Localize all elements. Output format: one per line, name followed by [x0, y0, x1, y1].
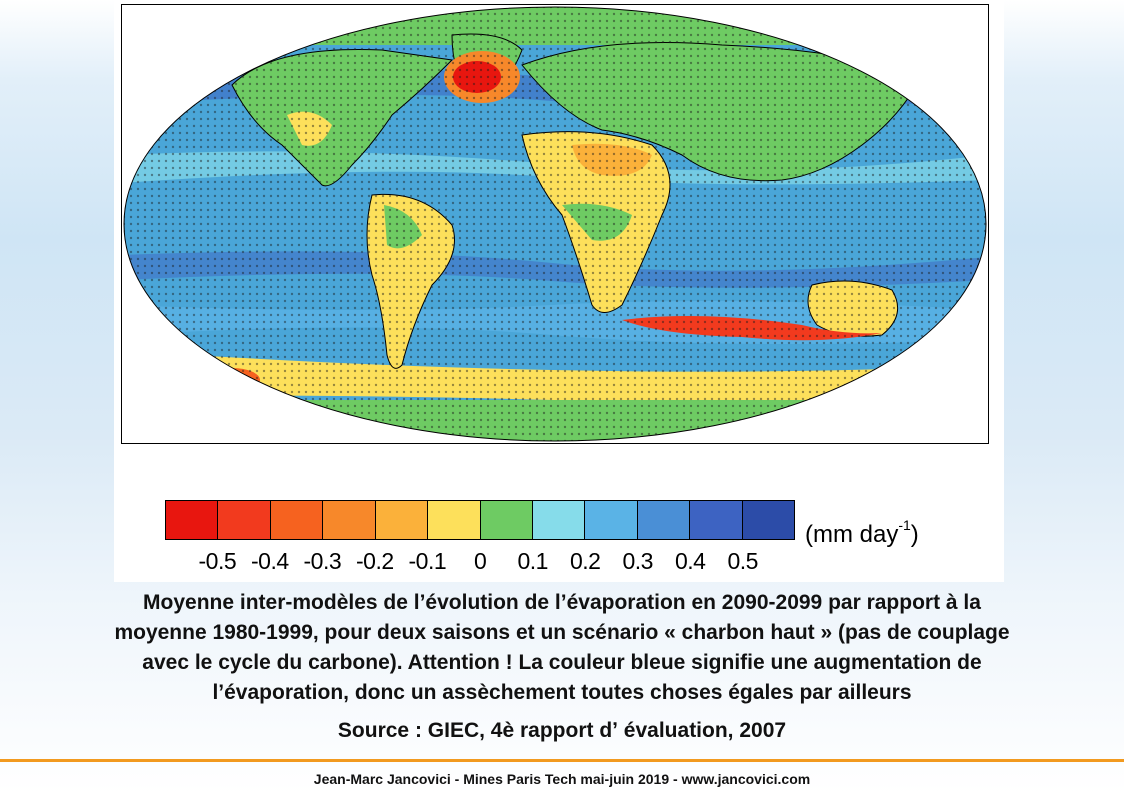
unit-label: (mm day-1): [805, 517, 919, 548]
colorbar-cell: [218, 501, 271, 539]
world-map-graphic: [123, 6, 987, 442]
colorbar-tick-label: 0.4: [675, 548, 706, 574]
colorbar-cell: [690, 501, 743, 539]
footer-credit: Jean-Marc Jancovici - Mines Paris Tech m…: [313, 771, 811, 787]
figure-caption: Moyenne inter-modèles de l’évolution de …: [0, 588, 1124, 708]
colorbar-tick-label: -0.1: [408, 548, 447, 574]
caption-line-4: l’évaporation, donc un assèchement toute…: [212, 681, 912, 704]
colorbar-tick-label: 0.3: [622, 548, 654, 574]
colorbar-cell: [532, 501, 586, 539]
colorbar-cell: [480, 501, 533, 539]
colorbar-tick-label: -0.4: [251, 548, 289, 574]
colorbar-cell: [428, 501, 481, 539]
caption-line-1: Moyenne inter-modèles de l’évolution de …: [143, 591, 981, 614]
colorbar-cell: [323, 501, 376, 539]
colorbar-tick-label: 0.1: [517, 548, 549, 574]
colorbar-cell: [637, 501, 691, 539]
evaporation-change-map: [121, 4, 989, 444]
colorbar-cell: [585, 501, 638, 539]
caption-line-3: avec le cycle du carbone). Attention ! L…: [142, 651, 982, 674]
colorbar-tick-label: -0.5: [198, 548, 237, 574]
colorbar-cell: [166, 501, 219, 539]
colorbar-tick-label: 0: [474, 548, 487, 574]
caption-line-2: moyenne 1980-1999, pour deux saisons et …: [114, 621, 1010, 644]
colorbar-cell: [375, 501, 429, 539]
colorbar-tick-label: 0.5: [727, 548, 759, 574]
source-line: Source : GIEC, 4è rapport dʼ évaluation,…: [337, 719, 787, 742]
globe-outline: [123, 6, 987, 442]
footer-divider: [0, 759, 1124, 762]
colorbar-tick-label: 0.2: [570, 548, 601, 574]
colorbar-tick-label: -0.3: [303, 548, 342, 574]
colorbar-tick-label: -0.2: [356, 548, 394, 574]
colorbar-cell: [742, 501, 795, 539]
significance-stippling: [124, 7, 986, 441]
colorbar-cell: [270, 501, 324, 539]
colorbar: [165, 500, 795, 540]
